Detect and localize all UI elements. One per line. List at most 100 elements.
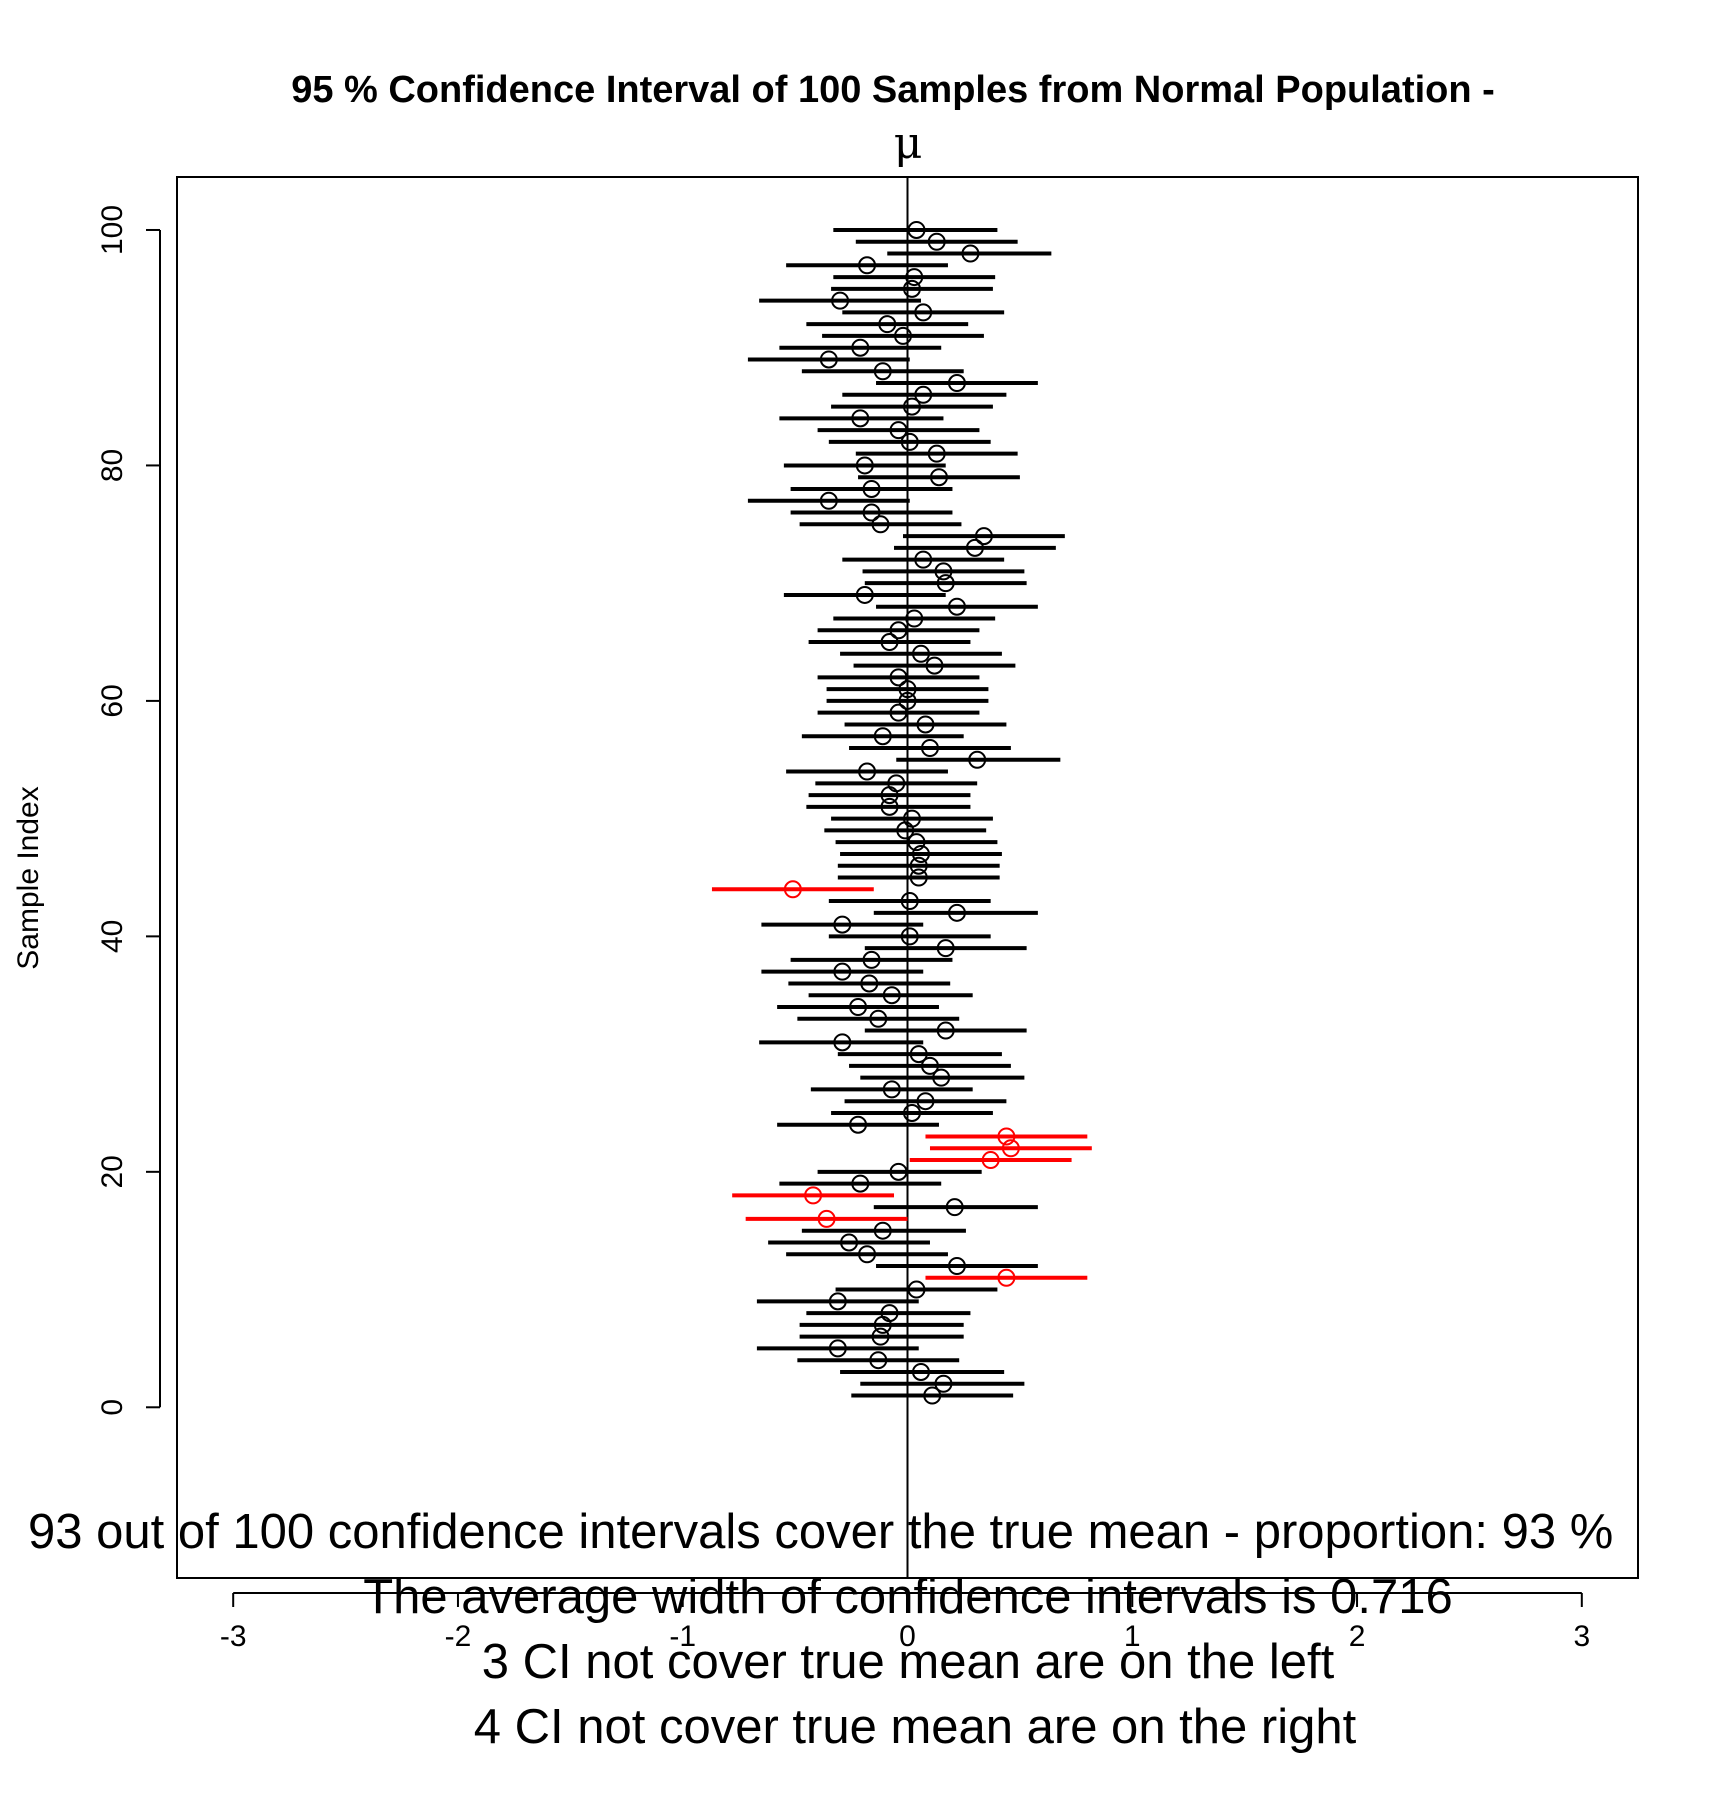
- sample-mean-point-36: [860, 974, 879, 993]
- sample-mean-point-75: [871, 515, 890, 534]
- y-tick-label: 20: [96, 1155, 129, 1188]
- sample-mean-point-85: [902, 397, 921, 416]
- intervals-group: [711, 177, 1092, 1578]
- sample-mean-point-92: [878, 315, 897, 334]
- sample-mean-point-1: [923, 1386, 942, 1405]
- sample-mean-point-79: [929, 468, 948, 487]
- sample-mean-point-53: [887, 774, 906, 793]
- sample-mean-point-26: [916, 1092, 935, 1111]
- sample-mean-point-63: [925, 656, 944, 675]
- sample-mean-point-74: [974, 527, 993, 546]
- sample-mean-point-91: [894, 326, 913, 345]
- sample-mean-point-19: [851, 1174, 870, 1193]
- sample-mean-point-93: [914, 303, 933, 322]
- sample-mean-point-62: [889, 668, 908, 687]
- annotation-line-2: The average width of confidence interval…: [363, 1570, 1453, 1624]
- y-tick-label: 60: [96, 684, 129, 717]
- sample-mean-point-24: [849, 1115, 868, 1134]
- sample-mean-point-16: [817, 1209, 836, 1228]
- sample-mean-point-87: [947, 374, 966, 393]
- sample-mean-point-18: [804, 1186, 823, 1205]
- sample-mean-point-86: [914, 385, 933, 404]
- sample-mean-point-44: [783, 880, 802, 899]
- sample-mean-point-27: [882, 1080, 901, 1099]
- annotation-line-4: 4 CI not cover true mean are on the righ…: [474, 1700, 1357, 1754]
- sample-mean-point-6: [871, 1327, 890, 1346]
- sample-mean-point-40: [900, 927, 919, 946]
- sample-mean-point-60: [898, 691, 917, 710]
- sample-mean-point-45: [909, 868, 928, 887]
- x-tick-label: 2: [1349, 1620, 1366, 1653]
- sample-mean-point-68: [947, 597, 966, 616]
- y-tick-label: 80: [96, 449, 129, 482]
- sample-mean-point-80: [855, 456, 874, 475]
- y-axis: 0 20 40 60 80 100: [96, 205, 161, 1416]
- sample-mean-point-31: [833, 1033, 852, 1052]
- sample-mean-point-10: [907, 1280, 926, 1299]
- sample-mean-point-25: [902, 1103, 921, 1122]
- sample-mean-point-90: [851, 338, 870, 357]
- sample-mean-point-69: [855, 585, 874, 604]
- sample-mean-point-15: [873, 1221, 892, 1240]
- sample-mean-point-100: [907, 220, 926, 239]
- sample-mean-point-3: [911, 1362, 930, 1381]
- sample-mean-point-97: [858, 256, 877, 275]
- sample-mean-point-67: [905, 609, 924, 628]
- sample-mean-point-39: [936, 939, 955, 958]
- sample-mean-point-76: [862, 503, 881, 522]
- sample-mean-point-17: [945, 1198, 964, 1217]
- sample-mean-point-77: [819, 491, 838, 510]
- annotation-line-1: 93 out of 100 confidence intervals cover…: [28, 1505, 1613, 1559]
- sample-mean-point-38: [862, 950, 881, 969]
- sample-mean-point-8: [880, 1304, 899, 1323]
- sample-mean-point-95: [902, 279, 921, 298]
- sample-mean-point-50: [902, 809, 921, 828]
- sample-mean-point-89: [819, 350, 838, 369]
- sample-mean-point-64: [911, 644, 930, 663]
- sample-mean-point-72: [914, 550, 933, 569]
- sample-mean-point-5: [828, 1339, 847, 1358]
- sample-mean-point-88: [873, 362, 892, 381]
- sample-mean-point-12: [947, 1257, 966, 1276]
- sample-mean-point-42: [947, 903, 966, 922]
- sample-mean-point-2: [934, 1374, 953, 1393]
- sample-mean-point-32: [936, 1021, 955, 1040]
- sample-mean-point-9: [828, 1292, 847, 1311]
- sample-mean-point-28: [932, 1068, 951, 1087]
- sample-mean-point-56: [920, 738, 939, 757]
- sample-mean-point-46: [909, 856, 928, 875]
- sample-mean-point-43: [900, 892, 919, 911]
- sample-mean-point-94: [831, 291, 850, 310]
- x-tick-label: -3: [220, 1620, 247, 1653]
- x-tick-label: 1: [1124, 1620, 1141, 1653]
- y-tick-label: 0: [96, 1399, 129, 1416]
- sample-mean-point-96: [905, 268, 924, 287]
- sample-mean-point-13: [858, 1245, 877, 1264]
- sample-mean-point-30: [909, 1045, 928, 1064]
- sample-mean-point-14: [840, 1233, 859, 1252]
- sample-mean-point-41: [833, 915, 852, 934]
- x-tick-label: 3: [1573, 1620, 1590, 1653]
- sample-mean-point-47: [911, 844, 930, 863]
- sample-mean-point-61: [898, 680, 917, 699]
- sample-mean-point-65: [880, 633, 899, 652]
- x-axis: -3 -2 -1 0 1 2 3: [220, 1592, 1590, 1653]
- y-tick-label: 40: [96, 920, 129, 953]
- sample-mean-point-21: [981, 1151, 1000, 1170]
- chart-title: 95 % Confidence Interval of 100 Samples …: [291, 69, 1495, 111]
- sample-mean-point-29: [920, 1056, 939, 1075]
- sample-mean-point-11: [997, 1268, 1016, 1287]
- sample-mean-point-98: [961, 244, 980, 263]
- x-tick-label: -2: [445, 1620, 472, 1653]
- sample-mean-point-4: [869, 1351, 888, 1370]
- x-tick-label: 0: [899, 1620, 916, 1653]
- sample-mean-point-35: [882, 986, 901, 1005]
- sample-mean-point-54: [858, 762, 877, 781]
- sample-mean-point-78: [862, 479, 881, 498]
- sample-mean-point-20: [889, 1162, 908, 1181]
- sample-mean-point-58: [916, 715, 935, 734]
- sample-mean-point-59: [889, 703, 908, 722]
- sample-mean-point-48: [907, 833, 926, 852]
- sample-mean-point-34: [849, 998, 868, 1017]
- sample-mean-point-22: [1001, 1139, 1020, 1158]
